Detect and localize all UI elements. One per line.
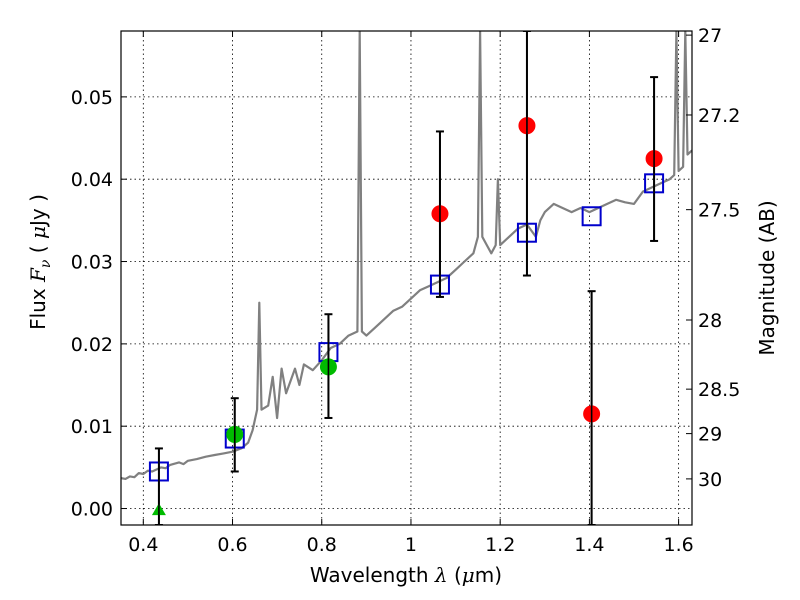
y-axis-unit-open: (	[26, 245, 50, 253]
y-tick-label: 0.01	[71, 416, 113, 438]
x-tick-label: 0.4	[128, 534, 158, 556]
magnitude-tick-label: 27.5	[698, 200, 740, 222]
y-axis-unit-close: )	[26, 194, 50, 202]
magnitude-tick-label: 28.5	[698, 379, 740, 401]
y-tick-label: 0.03	[71, 252, 113, 274]
magnitude-tick-label: 27	[698, 25, 722, 47]
y-axis-label-prefix: Flux	[26, 288, 50, 330]
model-photometry-square	[581, 206, 602, 227]
plot-background	[121, 31, 692, 525]
y-tick-label: 0.04	[71, 169, 113, 191]
y-tick-label: 0.00	[71, 499, 113, 521]
magnitude-tick-label: 28	[698, 310, 722, 332]
x-axis-label: Wavelength λ (μm)	[310, 563, 502, 587]
y-axis-label: Flux Fν ( μJy )	[26, 194, 54, 330]
x-axis-unit-mu: μ	[462, 563, 475, 587]
y-axis-unit-mu: μ	[26, 226, 50, 239]
x-tick-label: 1.6	[664, 534, 694, 556]
magnitude-tick-label: 29	[698, 424, 722, 446]
x-tick-label: 1.2	[485, 534, 515, 556]
x-tick-label: 0.8	[307, 534, 337, 556]
magnitude-tick-label: 30	[698, 469, 722, 491]
y-tick-label: 0.02	[71, 334, 113, 356]
y-tick-label: 0.05	[71, 87, 113, 109]
x-axis-unit-rest: m)	[475, 563, 502, 587]
x-axis-label-prefix: Wavelength	[310, 563, 429, 587]
x-axis-symbol: λ	[434, 563, 448, 587]
x-tick-label: 0.6	[217, 534, 247, 556]
magnitude-tick-label: 27.2	[698, 105, 740, 127]
y-axis-unit-rest: Jy	[26, 208, 50, 228]
x-tick-label: 1.4	[574, 534, 604, 556]
magnitude-axis-label: Magnitude (AB)	[755, 200, 779, 355]
y-axis-subscript: ν	[38, 259, 54, 268]
plot-frame	[120, 30, 693, 526]
x-axis-unit-open: (	[454, 563, 462, 587]
y-axis-symbol: F	[26, 267, 50, 283]
x-tick-label: 1	[405, 534, 417, 556]
